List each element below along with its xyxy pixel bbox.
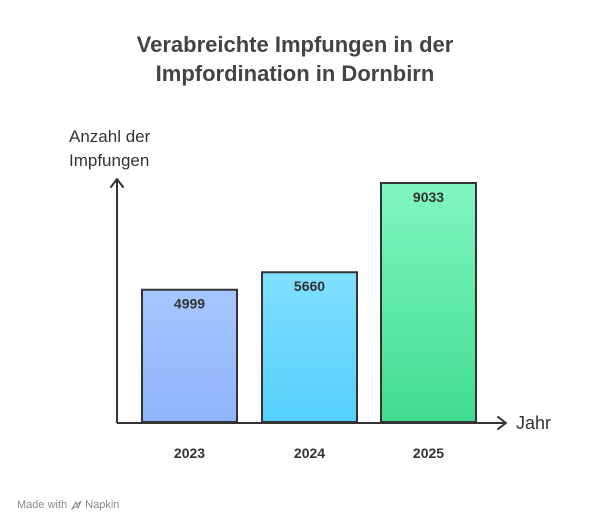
y-axis-label: Impfungen [69, 151, 149, 170]
data-label-2024: 5660 [294, 278, 325, 294]
napkin-logo-icon [71, 500, 82, 510]
data-label-2025: 9033 [413, 189, 444, 205]
brand-name: Napkin [85, 499, 120, 511]
y-axis-arrow-icon [110, 178, 124, 188]
made-with-text: Made with [17, 499, 68, 511]
chart-title-line: Impfordination in Dornbirn [155, 61, 435, 86]
x-axis-arrow-icon [497, 416, 507, 430]
chart-title: Verabreichte Impfungen in der Impfordina… [0, 30, 590, 88]
bar-2025 [380, 182, 477, 423]
x-axis-label: Jahr [516, 413, 551, 433]
x-tick-label-2023: 2023 [174, 445, 205, 461]
x-tick-label-2024: 2024 [294, 445, 325, 461]
napkin-brand: Napkin [71, 499, 119, 511]
footer: Made with Napkin [17, 499, 119, 511]
x-tick-label-2025: 2025 [413, 445, 444, 461]
chart-title-line: Verabreichte Impfungen in der [136, 32, 454, 57]
data-label-2023: 4999 [174, 296, 205, 312]
bar-2024 [261, 271, 358, 423]
y-axis-label: Anzahl der [69, 127, 151, 146]
